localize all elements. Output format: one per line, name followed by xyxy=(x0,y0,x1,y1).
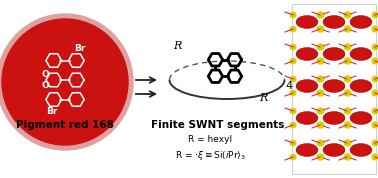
Circle shape xyxy=(372,76,378,82)
Circle shape xyxy=(317,154,323,160)
Circle shape xyxy=(372,12,378,18)
Circle shape xyxy=(345,58,351,64)
Ellipse shape xyxy=(323,143,345,156)
Circle shape xyxy=(344,154,350,160)
Circle shape xyxy=(290,26,296,32)
Text: 4: 4 xyxy=(286,81,293,91)
Circle shape xyxy=(344,90,350,96)
Circle shape xyxy=(344,44,350,50)
Circle shape xyxy=(318,140,324,146)
Circle shape xyxy=(318,90,324,96)
Circle shape xyxy=(372,44,378,50)
Text: Br: Br xyxy=(46,107,57,116)
Circle shape xyxy=(318,76,324,82)
Circle shape xyxy=(317,58,323,64)
Circle shape xyxy=(344,12,350,18)
Circle shape xyxy=(372,154,378,160)
Circle shape xyxy=(0,14,133,150)
Circle shape xyxy=(317,122,323,128)
Circle shape xyxy=(345,140,351,146)
Ellipse shape xyxy=(296,143,318,156)
Circle shape xyxy=(317,12,323,18)
Circle shape xyxy=(290,122,296,128)
Circle shape xyxy=(345,108,351,114)
Circle shape xyxy=(318,12,324,18)
Circle shape xyxy=(318,154,324,160)
Ellipse shape xyxy=(350,111,372,124)
Circle shape xyxy=(290,108,296,114)
Circle shape xyxy=(290,58,296,64)
Circle shape xyxy=(317,44,323,50)
Text: R: R xyxy=(259,93,267,103)
Circle shape xyxy=(345,44,351,50)
Ellipse shape xyxy=(350,143,372,156)
Circle shape xyxy=(290,154,296,160)
Circle shape xyxy=(344,76,350,82)
Circle shape xyxy=(344,108,350,114)
Ellipse shape xyxy=(323,80,345,93)
Circle shape xyxy=(290,12,296,18)
Circle shape xyxy=(318,108,324,114)
Circle shape xyxy=(317,90,323,96)
Circle shape xyxy=(372,108,378,114)
Circle shape xyxy=(317,140,323,146)
Ellipse shape xyxy=(296,15,318,28)
Circle shape xyxy=(372,140,378,146)
Ellipse shape xyxy=(350,48,372,61)
Circle shape xyxy=(344,58,350,64)
Circle shape xyxy=(318,58,324,64)
Circle shape xyxy=(290,90,296,96)
Circle shape xyxy=(290,76,296,82)
Ellipse shape xyxy=(323,48,345,61)
Circle shape xyxy=(344,140,350,146)
Circle shape xyxy=(345,122,351,128)
Ellipse shape xyxy=(296,111,318,124)
Ellipse shape xyxy=(323,15,345,28)
Circle shape xyxy=(372,58,378,64)
Ellipse shape xyxy=(350,80,372,93)
Ellipse shape xyxy=(296,48,318,61)
Circle shape xyxy=(318,26,324,32)
Text: Finite SWNT segments: Finite SWNT segments xyxy=(151,120,285,130)
Circle shape xyxy=(290,140,296,146)
Ellipse shape xyxy=(296,80,318,93)
Text: O: O xyxy=(41,81,49,90)
Circle shape xyxy=(372,26,378,32)
FancyBboxPatch shape xyxy=(292,4,376,174)
Circle shape xyxy=(317,76,323,82)
Circle shape xyxy=(372,122,378,128)
Ellipse shape xyxy=(350,15,372,28)
Text: R = $\cdot\xi$$\equiv$Si($i$Pr)$_3$: R = $\cdot\xi$$\equiv$Si($i$Pr)$_3$ xyxy=(175,148,245,161)
Circle shape xyxy=(345,76,351,82)
Circle shape xyxy=(345,90,351,96)
Circle shape xyxy=(345,12,351,18)
Circle shape xyxy=(344,122,350,128)
Text: Pigment red 168: Pigment red 168 xyxy=(16,120,114,130)
Circle shape xyxy=(290,44,296,50)
Circle shape xyxy=(345,154,351,160)
Circle shape xyxy=(318,44,324,50)
Circle shape xyxy=(318,122,324,128)
Circle shape xyxy=(344,26,350,32)
Text: R: R xyxy=(173,41,181,51)
Circle shape xyxy=(345,26,351,32)
Circle shape xyxy=(2,19,128,145)
Text: R = hexyl: R = hexyl xyxy=(188,135,232,145)
Circle shape xyxy=(372,90,378,96)
Text: Br: Br xyxy=(74,44,86,53)
Text: O: O xyxy=(41,70,49,79)
Circle shape xyxy=(317,108,323,114)
Ellipse shape xyxy=(323,111,345,124)
Circle shape xyxy=(317,26,323,32)
